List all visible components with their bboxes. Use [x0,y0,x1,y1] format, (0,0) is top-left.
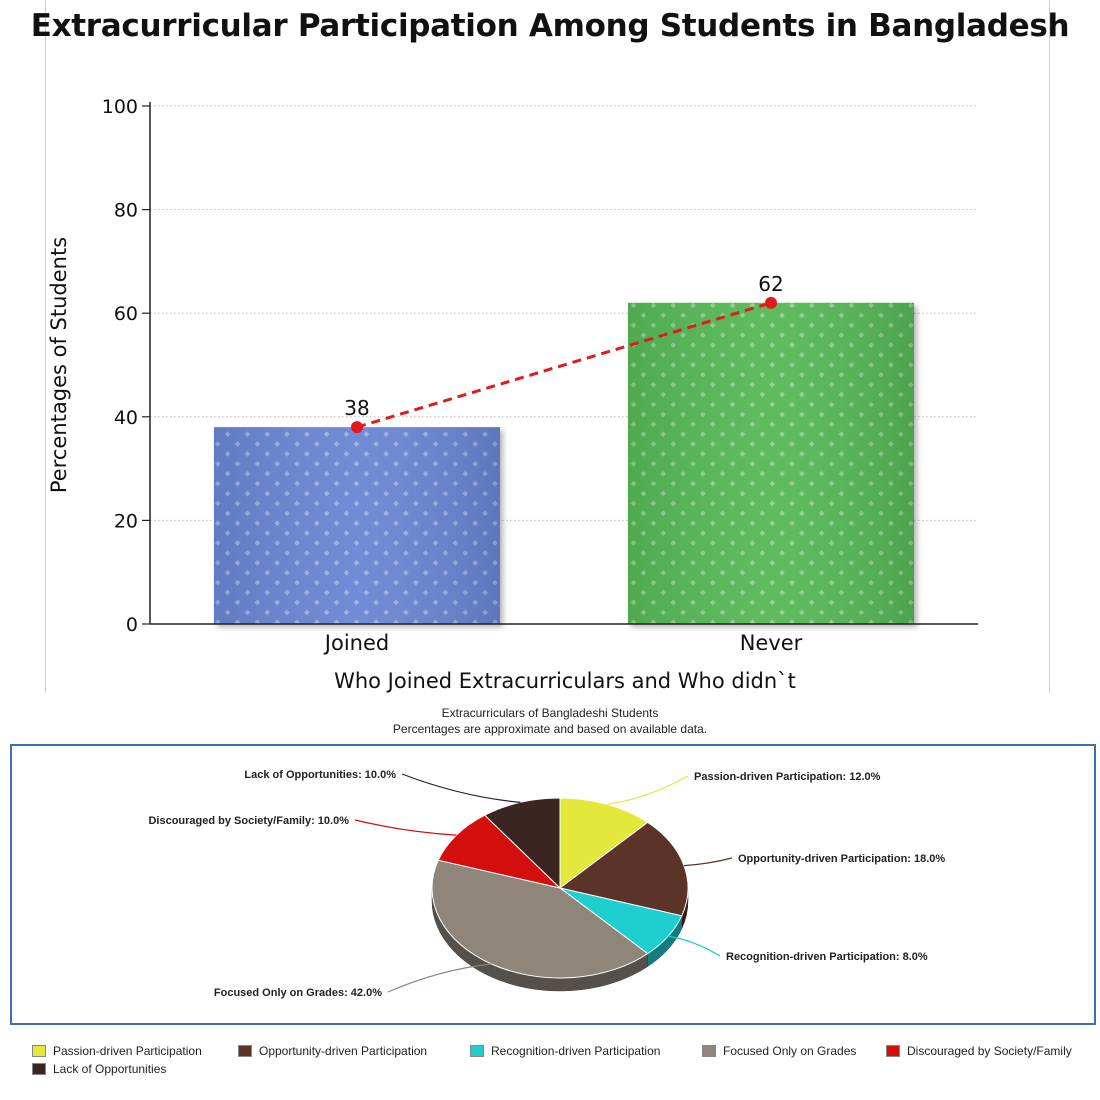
pie-callout-label: Lack of Opportunities: 10.0% [244,769,396,781]
bar-chart-title: Extracurricular Participation Among Stud… [30,8,1070,44]
pie-slice-top [483,797,561,890]
legend-label: Discouraged by Society/Family [907,1044,1072,1058]
legend-label: Recognition-driven Participation [491,1044,661,1058]
pie-callout-label: Discouraged by Society/Family: 10.0% [148,815,349,827]
y-tick-label: 80 [114,200,138,222]
y-tick-label: 100 [102,96,138,118]
pie-leader-line [387,963,492,993]
legend-item-opportunity-driven-participation: Opportunity-driven Participation [238,1043,427,1059]
legend-item-recognition-driven-participation: Recognition-driven Participation [470,1043,660,1059]
pie-chart-frame [10,744,1096,1025]
legend-label: Passion-driven Participation [53,1044,202,1058]
pie-chart: Passion-driven Participation: 12.0% Oppor… [148,769,945,999]
pie-leader-line [607,775,689,805]
bar-never [628,302,914,624]
legend-swatch [238,1045,252,1057]
trend-point [765,296,777,309]
y-axis-label: Percentages of Students [47,237,71,493]
legend-swatch [886,1045,900,1057]
x-tick-label: Never [740,631,803,655]
pie-leader-line [683,857,733,867]
pie-leader-line [354,819,457,836]
legend-swatch [32,1063,46,1075]
bar-joined [214,427,500,624]
legend-swatch [32,1045,46,1057]
pie-slice-passion-driven-participation [559,797,649,889]
pie-callout-label: Focused Only on Grades: 42.0% [214,987,382,999]
legend-label: Lack of Opportunities [53,1062,167,1076]
bar-shade [214,427,500,624]
pie-callout-label: Recognition-driven Participation: 8.0% [726,951,928,963]
pie-callout-label: Passion-driven Participation: 12.0% [694,771,881,783]
y-tick-label: 60 [114,303,138,325]
pie-leader-line [401,773,521,804]
pie-chart-heading: Extracurriculars of Bangladeshi Students… [0,705,1100,737]
bar-shade [628,302,914,624]
y-tick-label: 20 [114,510,138,532]
legend-swatch [702,1045,716,1057]
legend-item-focused-only-on-grades: Focused Only on Grades [702,1043,856,1059]
trend-line [356,301,772,429]
pie-chart-subtitle: Percentages are approximate and based on… [392,722,708,736]
legend-label: Focused Only on Grades [723,1044,857,1058]
legend-item-lack-of-opportunities: Lack of Opportunities [32,1061,166,1077]
y-tick-label: 0 [126,614,138,636]
pie-slice-lack-of-opportunities [483,797,561,890]
bar-value-label: 38 [344,396,369,420]
pie-slice-discouraged-by-society-family [437,814,562,889]
y-tick-label: 40 [114,407,138,429]
bar-chart-frame [45,0,1050,693]
pie-callout-label: Opportunity-driven Participation: 18.0% [738,853,945,865]
legend-item-discouraged-by-society-family: Discouraged by Society/Family [886,1043,1072,1059]
pie-slice-top [437,814,562,889]
x-axis-label: Who Joined Extracurriculars and Who didn… [334,669,796,693]
pie-slice-top [559,797,649,889]
legend-label: Opportunity-driven Participation [259,1044,428,1058]
trend-point [351,421,363,434]
bar-chart: 0 20 40 60 80 100 Joined Never 38 62 Who Joined… [47,96,978,693]
bar-value-label: 62 [758,272,783,296]
x-tick-label: Joined [323,631,389,655]
pie-chart-title: Extracurriculars of Bangladeshi Students [441,706,659,720]
legend-swatch [470,1045,484,1057]
pie-legend: Passion-driven Participation Opportunity-… [0,1043,1100,1083]
legend-item-passion-driven-participation: Passion-driven Participation [32,1043,202,1059]
pie-leader-line [667,935,721,957]
